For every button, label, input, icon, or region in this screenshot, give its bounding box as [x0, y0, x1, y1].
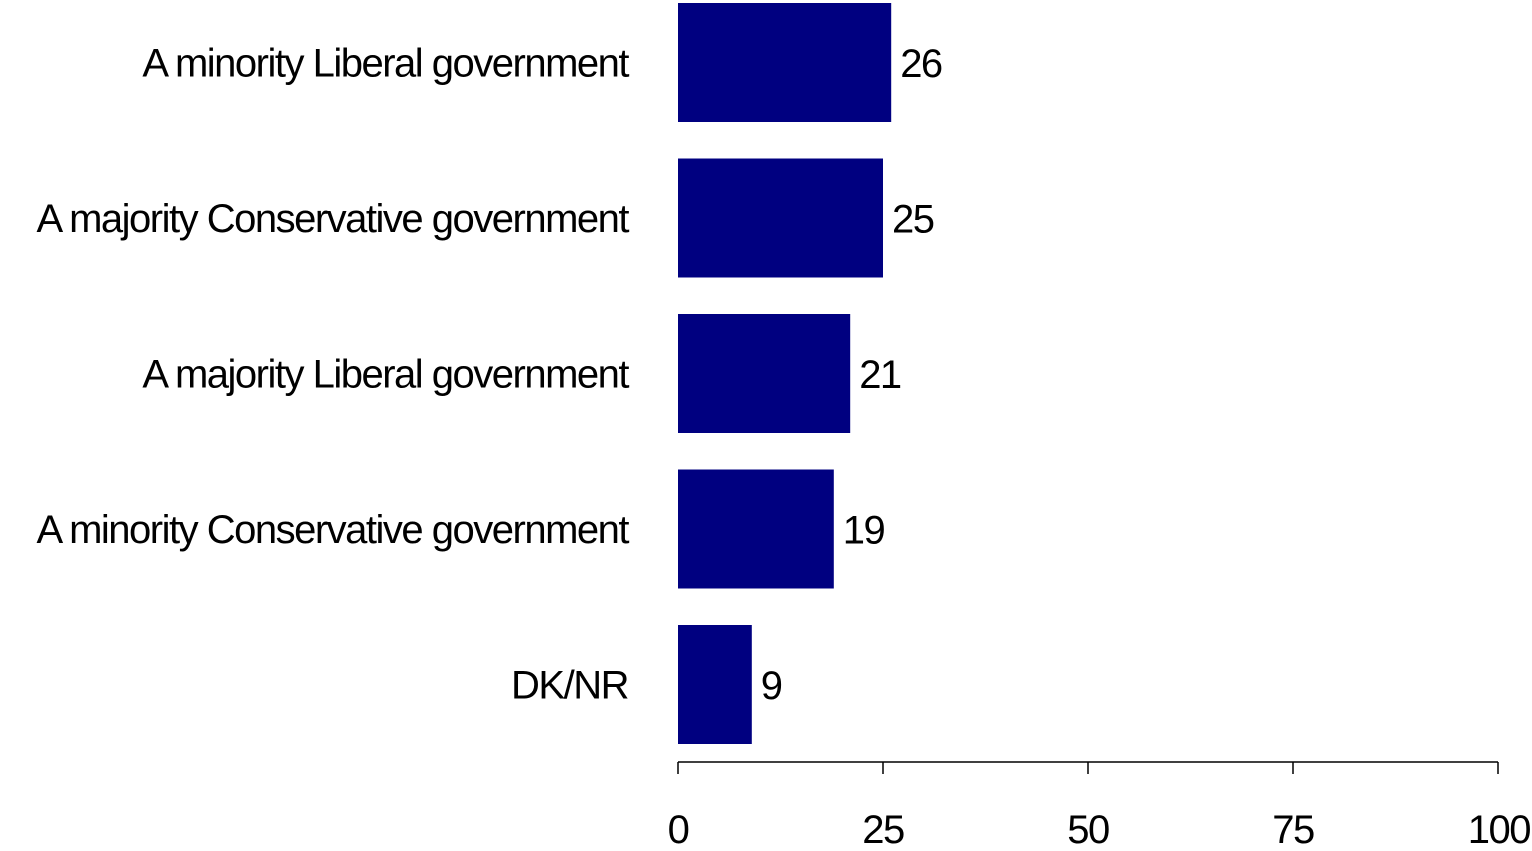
- bar: [678, 3, 892, 122]
- category-label: A minority Conservative government: [37, 508, 630, 552]
- x-tick-label: 100: [1468, 808, 1530, 851]
- data-label: 25: [892, 198, 934, 242]
- x-tick-label: 25: [862, 808, 904, 851]
- bar: [678, 625, 752, 744]
- category-label: A majority Liberal government: [142, 353, 629, 397]
- x-axis: 0 25 50 75 100: [668, 761, 1532, 851]
- data-label: 9: [761, 664, 782, 708]
- x-tick-label: 0: [668, 808, 689, 851]
- bar: [678, 158, 883, 278]
- bar: [678, 469, 834, 589]
- category-label: DK/NR: [511, 664, 629, 708]
- category-label: A majority Conservative government: [37, 197, 630, 241]
- x-tick-label: 75: [1272, 808, 1314, 851]
- data-label: 19: [843, 509, 885, 553]
- data-label: 21: [859, 353, 901, 397]
- bar: [678, 314, 851, 433]
- bars-layer: A minority Liberal government 26 A majorit…: [37, 3, 943, 744]
- x-tick-label: 50: [1067, 808, 1109, 851]
- data-label: 26: [900, 42, 942, 86]
- category-label: A minority Liberal government: [142, 42, 629, 86]
